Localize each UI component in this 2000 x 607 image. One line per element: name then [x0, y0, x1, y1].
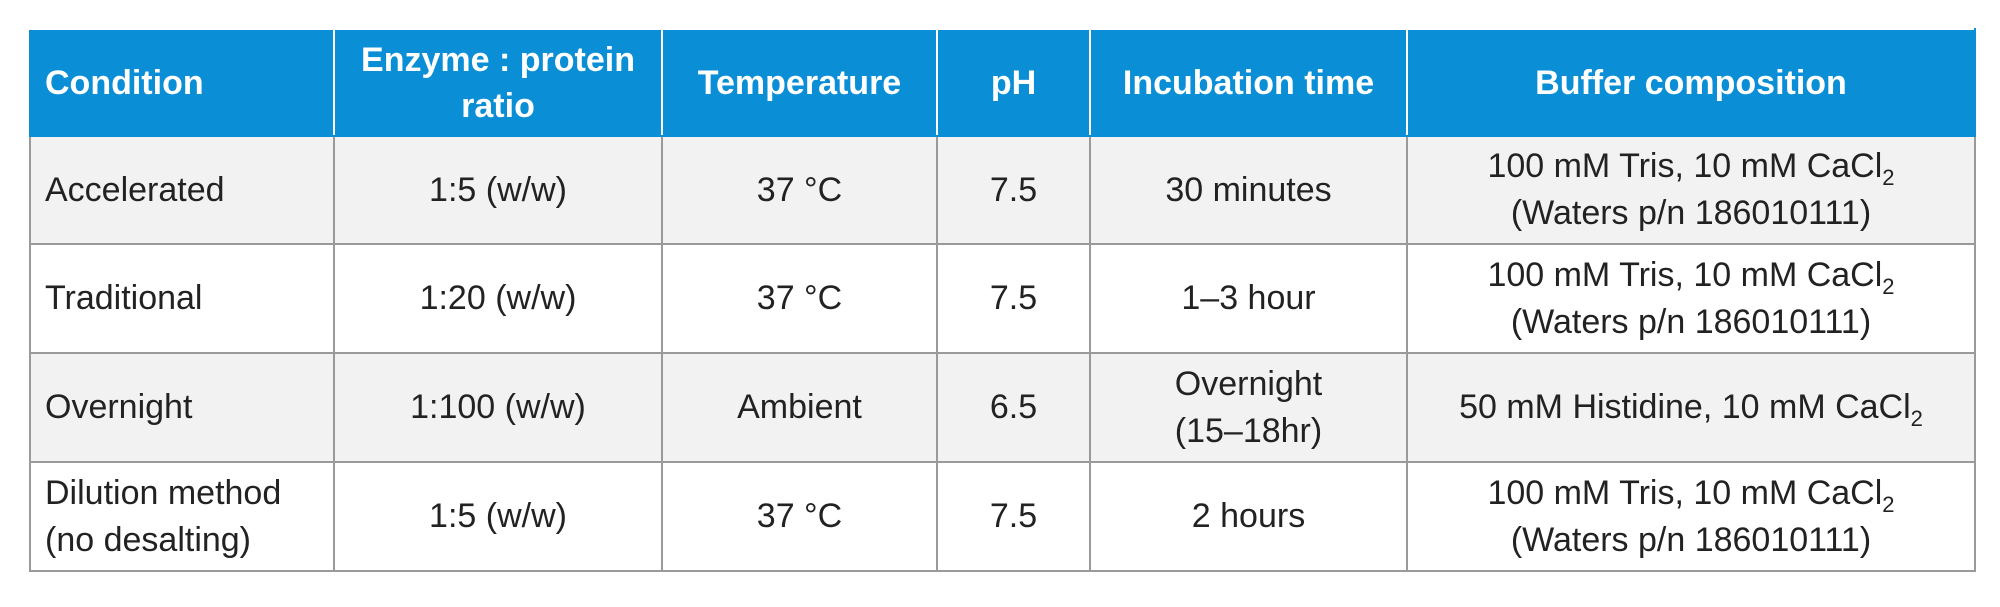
buffer-subscript: 2	[1882, 273, 1895, 299]
buffer-part-number: (Waters p/n 186010111)	[1510, 194, 1872, 232]
cell-incubation: 30 minutes	[1089, 135, 1408, 245]
cell-ph: 7.5	[936, 461, 1091, 572]
cell-incubation: 2 hours	[1089, 461, 1408, 572]
table-header-row: Condition Enzyme : protein ratio Tempera…	[29, 28, 1976, 137]
digestion-conditions-table: Condition Enzyme : protein ratio Tempera…	[29, 28, 1976, 572]
cell-condition: Overnight	[29, 352, 335, 463]
cell-ratio: 1:5 (w/w)	[333, 461, 663, 572]
buffer-part-number: (Waters p/n 186010111)	[1510, 302, 1872, 341]
header-incubation-time: Incubation time	[1089, 28, 1408, 137]
incubation-text: Overnight	[1174, 364, 1323, 403]
cell-condition: Traditional	[29, 243, 335, 354]
cell-incubation: Overnight (15–18hr)	[1089, 352, 1408, 463]
header-condition: Condition	[29, 28, 335, 137]
table-row: Overnight 1:100 (w/w) Ambient 6.5 Overni…	[29, 352, 1976, 463]
table-row: Dilution method (no desalting) 1:5 (w/w)…	[29, 461, 1976, 572]
cell-ratio: 1:100 (w/w)	[333, 352, 663, 463]
buffer-text: 100 mM Tris, 10 mM CaCl	[1487, 147, 1883, 185]
cell-temperature: 37 °C	[661, 461, 938, 572]
header-enzyme-protein-ratio: Enzyme : protein ratio	[333, 28, 663, 137]
header-ph: pH	[936, 28, 1091, 137]
header-temperature: Temperature	[661, 28, 938, 137]
cell-temperature: 37 °C	[661, 243, 938, 354]
cell-incubation: 1–3 hour	[1089, 243, 1408, 354]
cell-condition: Dilution method (no desalting)	[29, 461, 335, 572]
buffer-text: 100 mM Tris, 10 mM CaCl	[1487, 255, 1883, 294]
buffer-text: 50 mM Histidine, 10 mM CaCl	[1459, 388, 1911, 426]
cell-temperature: Ambient	[661, 352, 938, 463]
buffer-subscript: 2	[1882, 165, 1895, 190]
cell-buffer: 100 mM Tris, 10 mM CaCl2 (Waters p/n 186…	[1406, 243, 1976, 354]
header-buffer-composition: Buffer composition	[1406, 28, 1976, 137]
condition-detail: (no desalting)	[45, 520, 252, 559]
incubation-detail: (15–18hr)	[1174, 411, 1323, 450]
cell-temperature: 37 °C	[661, 135, 938, 245]
buffer-subscript: 2	[1882, 491, 1895, 517]
cell-buffer: 50 mM Histidine, 10 mM CaCl2	[1406, 352, 1976, 463]
cell-ratio: 1:20 (w/w)	[333, 243, 663, 354]
cell-condition: Accelerated	[29, 135, 335, 245]
buffer-text: 100 mM Tris, 10 mM CaCl	[1487, 473, 1883, 512]
cell-ph: 7.5	[936, 135, 1091, 245]
condition-text: Dilution method	[45, 473, 282, 512]
cell-ph: 7.5	[936, 243, 1091, 354]
cell-buffer: 100 mM Tris, 10 mM CaCl2 (Waters p/n 186…	[1406, 461, 1976, 572]
cell-ratio: 1:5 (w/w)	[333, 135, 663, 245]
cell-buffer: 100 mM Tris, 10 mM CaCl2 (Waters p/n 186…	[1406, 135, 1976, 245]
table-row: Traditional 1:20 (w/w) 37 °C 7.5 1–3 hou…	[29, 243, 1976, 354]
buffer-part-number: (Waters p/n 186010111)	[1510, 520, 1872, 559]
table-row: Accelerated 1:5 (w/w) 37 °C 7.5 30 minut…	[29, 135, 1976, 245]
cell-ph: 6.5	[936, 352, 1091, 463]
buffer-subscript: 2	[1910, 406, 1923, 431]
